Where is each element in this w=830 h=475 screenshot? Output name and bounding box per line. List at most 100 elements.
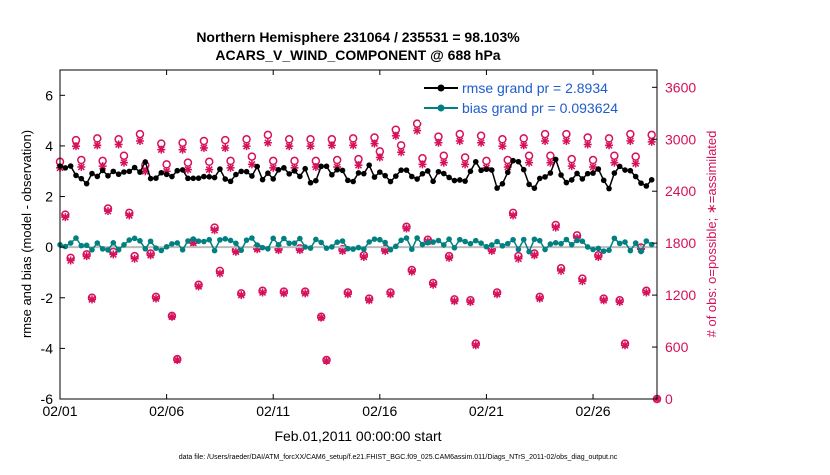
x-tick-label: 02/16 (362, 403, 397, 419)
left-tick-label: 4 (45, 138, 53, 154)
rmse-point (270, 176, 277, 182)
rmse-point (142, 159, 149, 165)
bias-point (89, 247, 95, 253)
bias-point (169, 241, 175, 247)
right-tick-label: 2400 (665, 183, 696, 199)
rmse-point (73, 172, 79, 179)
bias-point (67, 240, 74, 246)
obs-assimilated-point (231, 247, 240, 256)
bias-point (291, 240, 298, 246)
bias-point (377, 236, 383, 243)
rmse-point (440, 170, 447, 177)
rmse-point (339, 167, 346, 174)
rmse-point (217, 166, 223, 172)
bias-point (323, 245, 330, 252)
bias-point (387, 246, 394, 253)
obs-possible-point (220, 135, 230, 145)
rmse-point (403, 167, 410, 173)
rmse-point (504, 169, 511, 176)
bias-point (440, 242, 447, 248)
legend-rmse-marker (437, 84, 445, 92)
rmse-point (254, 163, 261, 170)
bias-point (238, 247, 245, 254)
bias-point (153, 245, 159, 251)
obs-assimilated-point (642, 288, 651, 297)
obs-assimilated-point (562, 136, 571, 145)
data-file-footer: data file: /Users/raeder/DAI/ATM_forcXX/… (179, 454, 618, 461)
x-axis-label: Feb.01,2011 00:00:00 start (274, 428, 441, 444)
bias-point (542, 246, 548, 253)
bias-point (307, 245, 314, 251)
rmse-line (59, 157, 653, 191)
rmse-point (568, 177, 575, 183)
bias-point (137, 238, 143, 244)
chart-subtitle: ACARS_V_WIND_COMPONENT @ 688 hPa (215, 47, 500, 63)
obs-assimilated-point (530, 251, 539, 260)
obs-assimilated-point (365, 296, 374, 305)
obs-assimilated-point (343, 290, 352, 299)
rmse-point (435, 168, 442, 175)
obs-assimilated-point (130, 254, 139, 263)
rmse-point (78, 175, 85, 182)
rmse-point (462, 178, 468, 184)
obs-assimilated-point (242, 142, 251, 151)
obs-assimilated-point (621, 341, 630, 350)
rmse-point (371, 174, 378, 180)
obs-assimilated-point (599, 296, 608, 305)
rmse-point (137, 169, 143, 175)
bias-point (504, 240, 511, 247)
rmse-point (350, 178, 356, 185)
plot-area (60, 70, 657, 399)
rmse-point (334, 166, 340, 173)
left-axis: 6 4 2 0 -2 -4 -6 (41, 87, 65, 407)
rmse-point (243, 168, 250, 175)
bias-point (632, 240, 639, 246)
obs-assimilated-point (509, 211, 518, 220)
obs-assimilated-point (317, 313, 326, 322)
legend-rmse-label: rmse grand pr = 2.8934 (462, 80, 608, 96)
bias-point (105, 247, 111, 253)
rmse-point (590, 170, 596, 176)
bias-point (568, 241, 575, 248)
right-axis: 3600 3000 2400 1800 1200 600 0 (652, 79, 696, 407)
rmse-point (446, 174, 452, 181)
bias-point (131, 235, 138, 242)
rmse-point (627, 167, 634, 174)
rmse-point (126, 168, 133, 175)
rmse-point (163, 171, 170, 178)
rmse-point (600, 177, 607, 184)
bias-point (302, 244, 308, 250)
legend-bias-marker (437, 104, 445, 112)
plot-frame (59, 69, 658, 400)
bias-point (142, 245, 149, 252)
obs-assimilated-point (125, 211, 134, 220)
obs-assimilated-point (541, 136, 550, 145)
rmse-point (366, 162, 372, 168)
obs-assimilated-point (471, 341, 480, 350)
rmse-point (249, 173, 255, 179)
bias-point (265, 245, 271, 252)
rmse-point (520, 166, 527, 173)
obs-assimilated-point (631, 159, 640, 168)
bias-point (563, 236, 570, 243)
rmse-point (313, 177, 319, 184)
left-tick-label: -4 (41, 340, 54, 356)
obs-assimilated-point (493, 290, 502, 299)
bias-point (350, 246, 356, 252)
legend-bias-label: bias grand pr = 0.093624 (462, 100, 618, 116)
rmse-point (83, 180, 90, 187)
rmse-point (483, 166, 490, 173)
left-tick-label: 6 (45, 87, 53, 103)
rmse-point (409, 173, 415, 180)
right-tick-label: 3600 (665, 79, 696, 95)
bias-point (398, 237, 404, 244)
rmse-point (478, 167, 484, 174)
rmse-point (558, 172, 564, 178)
obs-assimilated-point (461, 160, 470, 169)
rmse-point (131, 164, 138, 171)
obs-assimilated-point (535, 294, 544, 303)
rmse-point (430, 178, 436, 185)
rmse-point (472, 158, 479, 165)
rmse-point (648, 177, 655, 183)
